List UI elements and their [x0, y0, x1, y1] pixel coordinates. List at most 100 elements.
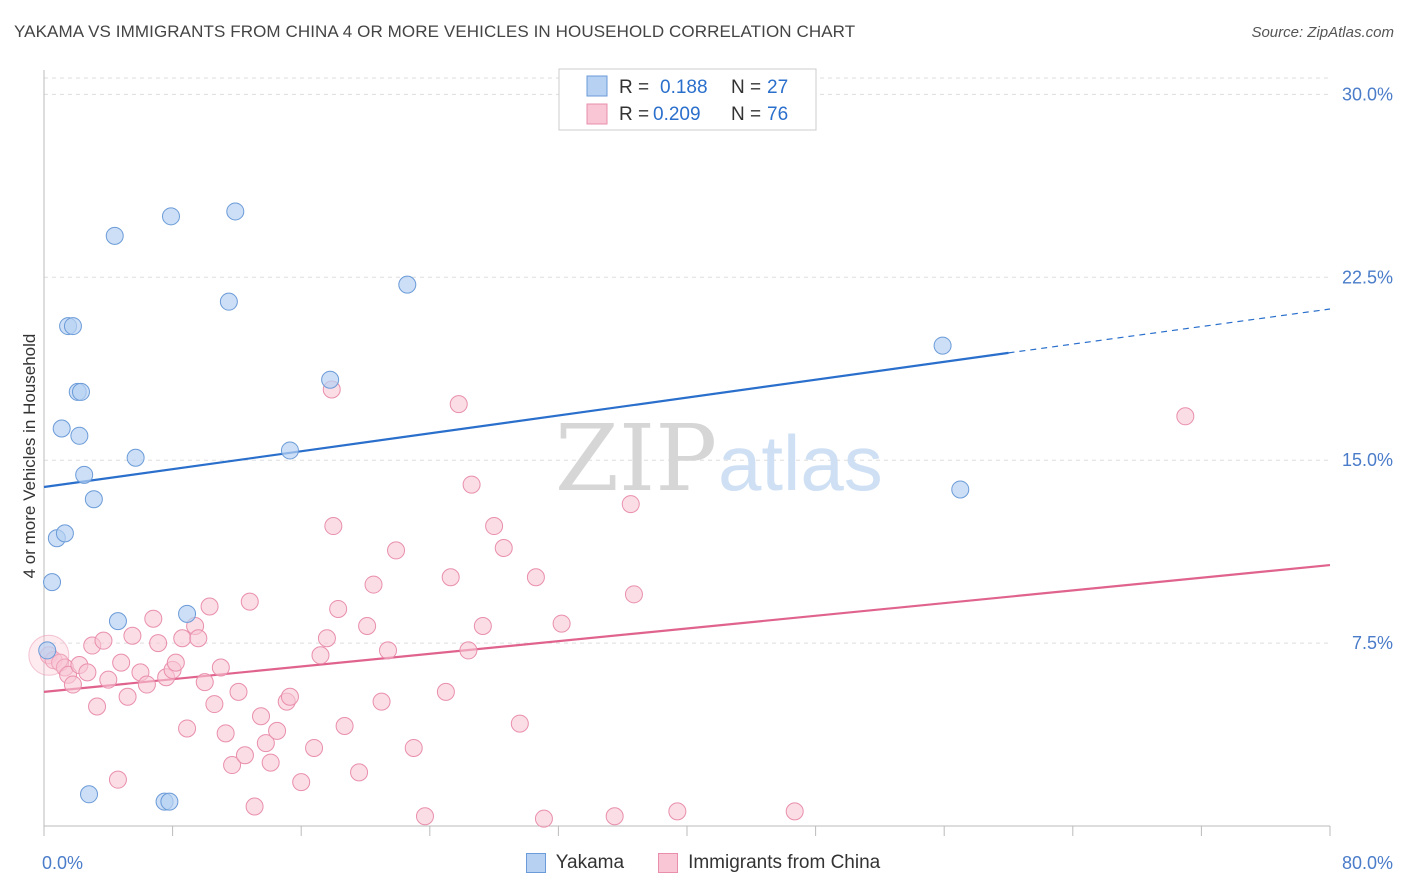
point-china-45: [311, 646, 330, 665]
point-china-11: [99, 670, 118, 689]
point-china-71: [605, 807, 624, 826]
point-china-72: [621, 495, 640, 514]
legend-n-value-1: 27: [767, 77, 788, 98]
x-tick-label-1: 80.0%: [1342, 853, 1393, 873]
watermark-atlas: atlas: [718, 419, 883, 507]
point-yakama-10: [75, 465, 94, 484]
point-china-60: [441, 568, 460, 587]
point-yakama-23: [398, 275, 417, 294]
y-tick-label-2: 22.5%: [1342, 267, 1393, 287]
point-china-50: [335, 717, 354, 736]
point-china-18: [144, 609, 163, 628]
point-china-48: [324, 517, 343, 536]
legend-label-china: Immigrants from China: [688, 852, 881, 873]
series-yakama-points: [38, 202, 970, 811]
point-yakama-9: [70, 426, 89, 445]
point-china-24: [178, 719, 197, 738]
point-china-65: [485, 517, 504, 536]
axes: [43, 70, 1331, 836]
point-yakama-26: [80, 785, 99, 804]
point-china-35: [240, 592, 259, 611]
legend-label-yakama: Yakama: [555, 852, 625, 873]
point-china-55: [379, 641, 398, 660]
chart-title: YAKAMA VS IMMIGRANTS FROM CHINA 4 OR MOR…: [14, 22, 856, 41]
point-yakama-0: [38, 641, 57, 660]
trend-line-china: [43, 563, 1331, 693]
series-immigrants-points: [28, 380, 1195, 828]
point-yakama-8: [71, 382, 90, 401]
trend-line-yakama: [43, 351, 1009, 489]
point-yakama-14: [126, 448, 145, 467]
point-china-37: [252, 707, 271, 726]
legend-r-label-2: R =: [619, 104, 649, 125]
point-china-46: [317, 629, 336, 648]
point-china-73: [624, 585, 643, 604]
y-tick-label-1: 15.0%: [1342, 450, 1393, 470]
point-china-31: [216, 724, 235, 743]
point-china-40: [268, 721, 287, 740]
point-china-74: [668, 802, 687, 821]
point-china-63: [462, 475, 481, 494]
point-china-32: [223, 756, 242, 775]
trend-lines: [43, 308, 1331, 693]
point-china-33: [229, 682, 248, 701]
trend-line-yakama-extension: [1008, 308, 1331, 354]
watermark: ZIP atlas: [555, 405, 883, 512]
watermark-zip: ZIP: [555, 405, 717, 512]
point-yakama-4: [55, 524, 74, 543]
legend-swatch-china-bottom: [658, 853, 679, 873]
point-china-30: [211, 658, 230, 677]
point-china-59: [436, 682, 455, 701]
point-china-64: [473, 617, 492, 636]
point-china-10: [94, 631, 113, 650]
point-china-44: [305, 738, 324, 757]
point-yakama-20: [226, 202, 245, 221]
legend-n-label-2: N =: [731, 104, 761, 125]
point-china-29: [205, 695, 224, 714]
point-china-22: [166, 653, 185, 672]
point-china-15: [123, 626, 142, 645]
point-yakama-12: [105, 226, 124, 245]
point-china-5: [63, 675, 82, 694]
point-yakama-21: [280, 441, 299, 460]
point-china-39: [261, 753, 280, 772]
point-china-51: [350, 763, 369, 782]
y-tick-labels: 7.5% 15.0% 22.5% 30.0%: [1342, 84, 1393, 653]
point-yakama-11: [84, 490, 103, 509]
point-china-26: [189, 629, 208, 648]
point-yakama-18: [160, 792, 179, 811]
point-china-43: [292, 773, 311, 792]
point-china-38: [256, 734, 275, 753]
source-label: Source: ZipAtlas.com: [1251, 24, 1394, 41]
y-tick-label-3: 30.0%: [1342, 84, 1393, 104]
legend-r-value-1: 0.188: [660, 77, 708, 98]
point-china-61: [449, 395, 468, 414]
legend-item-china: Immigrants from China: [658, 852, 880, 874]
point-china-75: [785, 802, 804, 821]
point-yakama-24: [933, 336, 952, 355]
point-china-56: [387, 541, 406, 560]
point-china-66: [494, 538, 513, 557]
point-china-12: [108, 770, 127, 789]
point-yakama-22: [321, 370, 340, 389]
point-china-27: [195, 673, 214, 692]
grid-lines: [44, 77, 1330, 644]
point-yakama-16: [178, 604, 197, 623]
point-yakama-3: [52, 419, 71, 438]
legend-n-value-2: 76: [767, 104, 788, 125]
point-china-49: [329, 599, 348, 618]
point-yakama-25: [951, 480, 970, 499]
point-china-7: [78, 663, 97, 682]
point-china-42: [280, 687, 299, 706]
point-china-36: [245, 797, 264, 816]
point-china-54: [372, 692, 391, 711]
legend-swatch-yakama: [586, 75, 608, 97]
legend-swatch-yakama-bottom: [525, 853, 546, 873]
point-china-17: [137, 675, 156, 694]
y-tick-label-0: 7.5%: [1352, 633, 1393, 653]
bottom-legend: Yakama Immigrants from China: [0, 852, 1406, 874]
point-yakama-6: [63, 317, 82, 336]
point-china-34: [235, 746, 254, 765]
point-china-76: [1176, 407, 1195, 426]
